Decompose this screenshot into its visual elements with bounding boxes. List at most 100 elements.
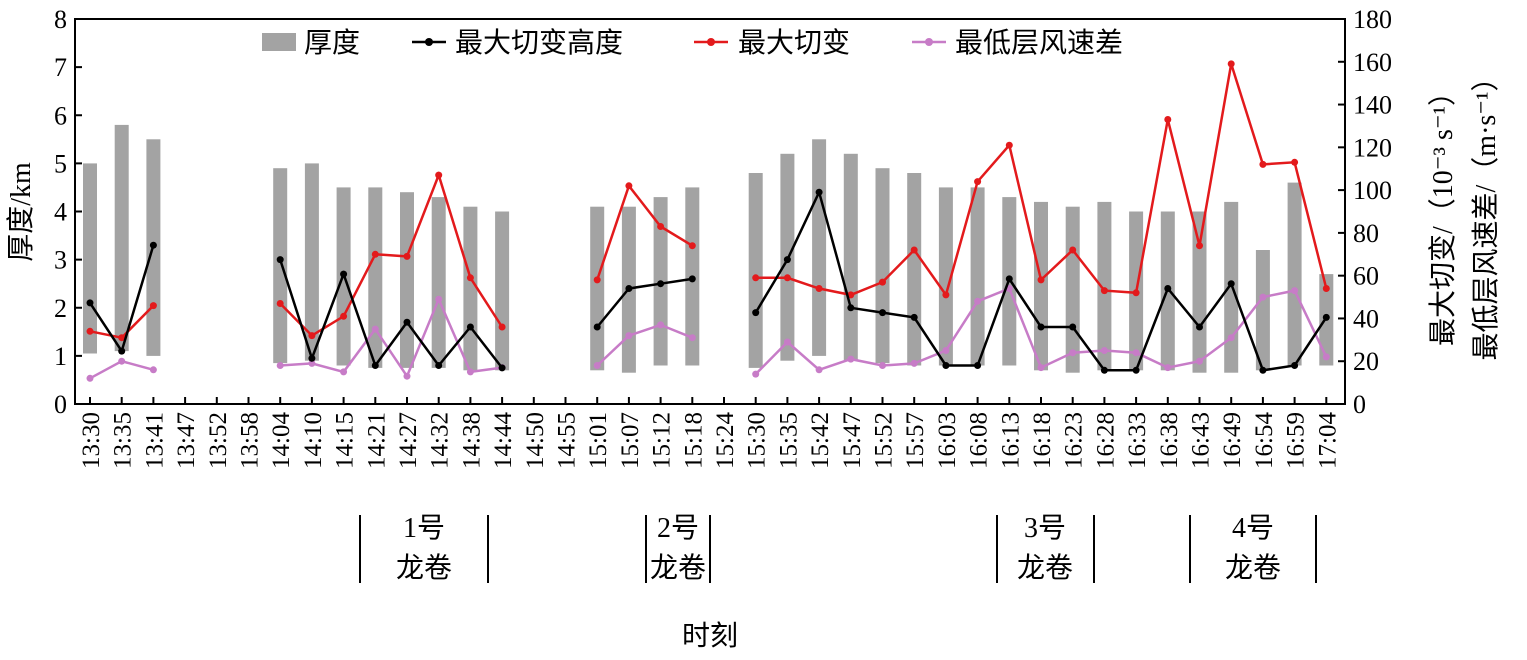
x-tick-label: 16:28	[1092, 412, 1119, 469]
legend-label-thickness: 厚度	[304, 27, 360, 59]
right-y-tick-label: 60	[1353, 262, 1379, 291]
max-shear-height-point	[1227, 280, 1235, 288]
max-shear-height-line	[596, 277, 693, 328]
x-tick-label: 13:52	[205, 412, 232, 469]
lowest-wind-diff-point	[657, 321, 665, 329]
lowest-wind-diff-point	[276, 362, 284, 369]
max-shear-height-point	[1164, 285, 1172, 292]
thickness-bar	[1192, 211, 1207, 373]
max-shear-height-point	[435, 362, 443, 369]
lowest-wind-diff-point	[783, 338, 791, 346]
max-shear-point	[625, 182, 633, 190]
x-tick-label: 13:58	[237, 412, 264, 469]
max-shear-point	[276, 300, 284, 307]
x-tick-label: 15:57	[902, 412, 929, 469]
max-shear-point	[308, 332, 316, 340]
lowest-wind-diff-point	[625, 332, 633, 340]
x-tick-label: 15:12	[649, 412, 676, 469]
thickness-bar	[812, 139, 827, 356]
max-shear-point	[847, 291, 855, 299]
max-shear-point	[1037, 276, 1045, 284]
max-shear-point	[688, 242, 696, 250]
x-tick-label: 15:30	[744, 412, 771, 469]
max-shear-point	[1132, 289, 1140, 297]
right-y-tick-label: 20	[1353, 347, 1379, 376]
left-y-tick-label: 7	[54, 53, 67, 82]
max-shear-point	[1227, 60, 1235, 68]
lowest-wind-diff-point	[942, 347, 950, 354]
tornado-annotations: 1号 龙卷 2号 龙卷 3号 龙卷 4号 龙卷	[359, 513, 1317, 584]
left-y-tick-label: 3	[54, 246, 67, 275]
thickness-bar	[1255, 250, 1270, 371]
lowest-wind-diff-point	[118, 357, 126, 365]
max-shear-point	[403, 252, 411, 260]
max-shear-point	[340, 312, 348, 320]
right-y-tick-label: 160	[1353, 48, 1392, 77]
max-shear-point	[371, 250, 379, 258]
max-shear-height-point	[1132, 366, 1140, 374]
thickness-bar	[907, 173, 922, 366]
max-shear-height-point	[879, 309, 886, 317]
x-tick-label: 16:43	[1188, 412, 1215, 469]
max-shear-height-point	[308, 354, 316, 362]
x-tick-label: 15:35	[775, 412, 802, 469]
max-shear-point	[752, 274, 760, 282]
x-tick-label: 15:52	[871, 412, 898, 469]
lowest-wind-diff-point	[1291, 287, 1299, 295]
x-tick-label: 17:04	[1314, 412, 1341, 469]
legend: 厚度 最大切变高度 最大切变 最低层风速差	[262, 27, 1123, 59]
x-tick-label: 16:03	[934, 412, 961, 469]
max-shear-point	[1322, 285, 1330, 292]
lowest-wind-diff-point	[1037, 364, 1045, 372]
max-shear-point	[118, 334, 126, 342]
max-shear-point	[1005, 141, 1013, 149]
max-shear-height-point	[1259, 366, 1267, 374]
x-tick-label: 14:38	[458, 412, 485, 469]
right-y-axis-label-2: 最低层风速差/（m·s⁻¹）	[1470, 64, 1502, 361]
max-shear-height-point	[276, 256, 284, 264]
x-tick-label: 15:18	[680, 412, 707, 469]
left-y-tick-label: 4	[54, 198, 67, 227]
right-y-tick-label: 80	[1353, 219, 1379, 248]
max-shear-height-point	[593, 323, 601, 331]
max-shear-point	[879, 278, 886, 286]
x-tick-label: 14:50	[522, 412, 549, 469]
lowest-wind-diff-point	[340, 368, 348, 376]
legend-marker-max-shear-height	[425, 38, 433, 46]
max-shear-height-point	[1322, 313, 1330, 321]
lowest-wind-diff-point	[974, 297, 982, 305]
max-shear-point	[593, 276, 601, 284]
lowest-wind-diff-point	[371, 325, 379, 333]
right-y-ticks: 0 20 40 60 80 100 120 140 160 180	[1338, 5, 1392, 419]
x-tick-label: 14:15	[332, 412, 359, 469]
lowest-wind-diff-point	[1100, 347, 1108, 354]
lowest-wind-diff-point	[593, 362, 601, 369]
max-shear-height-point	[86, 299, 94, 307]
max-shear-height-point	[1196, 323, 1203, 331]
x-axis-label: 时刻	[682, 620, 738, 652]
max-shear-height-point	[847, 304, 855, 312]
tornado-4-number: 4号	[1232, 513, 1274, 544]
thickness-bars	[83, 124, 1334, 373]
max-shear-height-point	[942, 362, 950, 369]
thickness-bar	[970, 187, 985, 366]
tornado-3-name: 龙卷	[1017, 552, 1073, 584]
lowest-wind-diff-point	[149, 366, 157, 374]
right-y-tick-label: 0	[1353, 390, 1366, 419]
x-tick-label: 16:18	[1029, 412, 1056, 469]
max-shear-height-point	[974, 362, 982, 369]
max-shear-height-point	[657, 280, 665, 288]
x-tick-label: 15:42	[807, 412, 834, 469]
thickness-bar	[1287, 182, 1302, 366]
max-shear-point	[86, 327, 94, 335]
x-tick-label: 16:38	[1156, 412, 1183, 469]
x-tick-label: 15:47	[839, 412, 866, 469]
thickness-bar	[368, 187, 383, 368]
legend-marker-lowest-wind-diff	[925, 38, 933, 46]
x-tick-label: 16:33	[1124, 412, 1151, 469]
max-shear-height-point	[1037, 323, 1045, 331]
thickness-bar	[938, 187, 953, 366]
max-shear-point	[657, 223, 665, 230]
left-y-tick-label: 2	[54, 294, 67, 323]
max-shear-point	[783, 274, 791, 282]
